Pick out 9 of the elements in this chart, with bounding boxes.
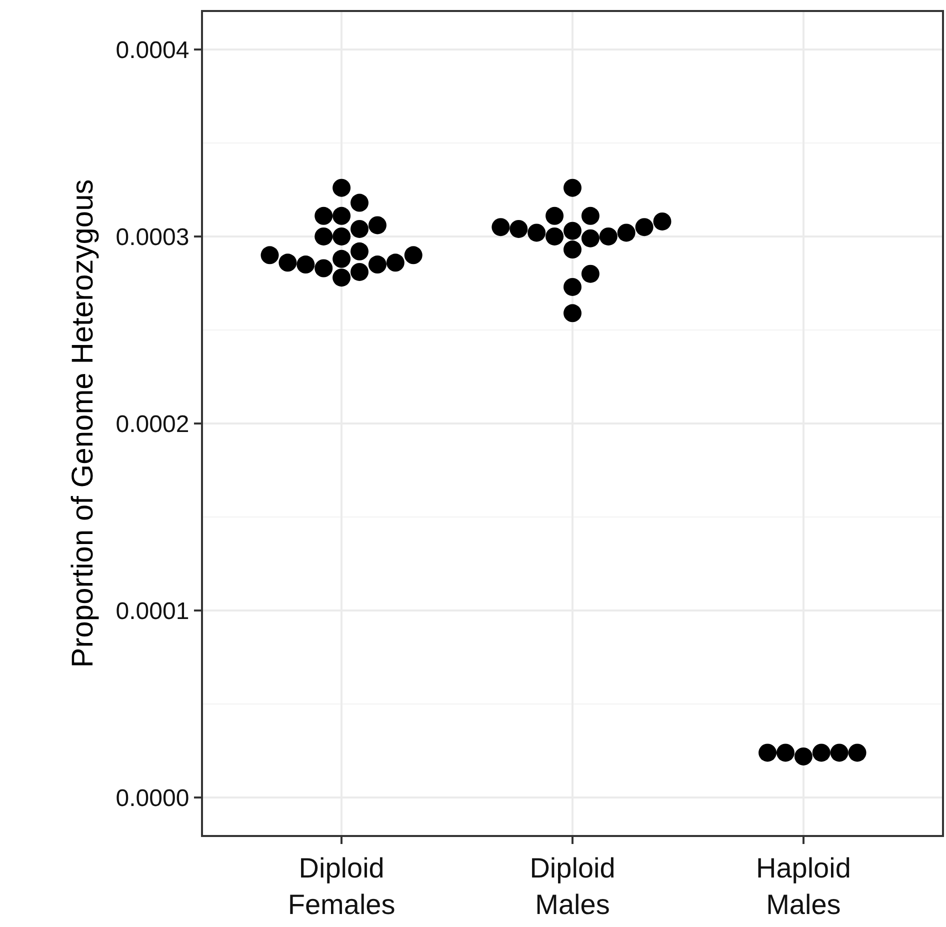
y-tick-label: 0.0001 (116, 598, 190, 625)
y-tick-label: 0.0002 (116, 410, 190, 438)
x-tick-label: Diploid Females (288, 852, 396, 920)
x-tick-label: Haploid Males (756, 852, 851, 920)
y-tick-label: 0.0004 (116, 36, 190, 64)
y-tick-label: 0.0000 (116, 784, 190, 812)
x-tick-label: Diploid Males (530, 852, 616, 920)
y-axis-title: Proportion of Genome Heterozygous (66, 179, 100, 668)
y-tick-label: 0.0003 (116, 224, 190, 251)
